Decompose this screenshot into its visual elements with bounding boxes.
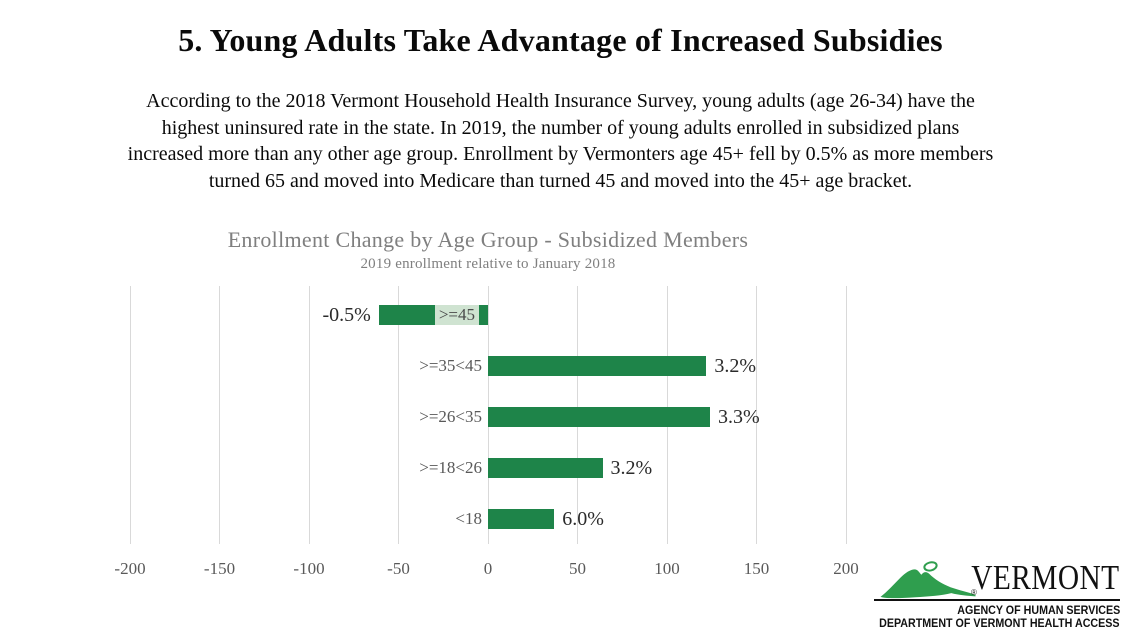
x-axis-tick-label: -150 (203, 559, 236, 578)
bar-18-26 (488, 458, 603, 478)
bar-value-label: 3.3% (717, 406, 760, 428)
gridline (845, 286, 847, 544)
x-axis-tick-label: 150 (743, 559, 770, 578)
bar-18 (488, 509, 555, 529)
bar-value-label: 3.2% (714, 355, 757, 377)
bar-category-label: >=18<26 (419, 458, 482, 477)
bar-category-label: <18 (455, 509, 482, 528)
intro-line: increased more than any other age group.… (127, 143, 994, 165)
bar-35-45 (488, 356, 707, 376)
intro-paragraph: According to the 2018 Vermont Household … (30, 88, 1091, 194)
registered-mark: ® (971, 588, 977, 597)
x-axis-tick-label: 0 (483, 559, 493, 578)
x-axis-tick-label: -100 (293, 559, 325, 578)
x-axis-tick-label: -200 (114, 559, 146, 578)
page-title: 5. Young Adults Take Advantage of Increa… (178, 22, 943, 58)
bar-value-label: 6.0% (562, 508, 604, 530)
bar-category-label: >=45 (434, 305, 479, 325)
brand-wordmark: VERMONT (971, 558, 1120, 597)
bar-category-label: >=26<35 (419, 407, 482, 426)
mountain-logo-icon (880, 561, 976, 599)
agency-line: AGENCY OF HUMAN SERVICES (956, 605, 1120, 617)
vermont-logo: ® VERMONT AGENCY OF HUMAN SERVICES DEPAR… (872, 554, 1120, 634)
logo-divider (874, 599, 1120, 601)
bar-value-label: -0.5% (322, 304, 371, 326)
x-axis-tick-label: 50 (569, 559, 586, 578)
mountain-shape (880, 569, 976, 599)
gridline (398, 286, 399, 544)
department-line: DEPARTMENT OF VERMONT HEALTH ACCESS (879, 618, 1120, 630)
gridline (219, 286, 220, 544)
chart-subtitle: 2019 enrollment relative to January 2018 (360, 256, 616, 272)
gridline (308, 286, 310, 544)
gridline (756, 286, 757, 544)
intro-line: According to the 2018 Vermont Household … (146, 90, 975, 112)
x-axis: -200 -150 -100 -50 0 50 100 150 200 (114, 559, 858, 581)
x-axis-tick-label: -50 (387, 559, 410, 578)
bar-value-label: 3.2% (610, 457, 653, 479)
intro-line: highest uninsured rate in the state. In … (161, 116, 960, 139)
chart-title: Enrollment Change by Age Group - Subsidi… (227, 227, 749, 252)
gridline (129, 286, 131, 544)
bar-chart-plot: -0.5% >=45 3.2% >=35<45 3.3% >=26<35 3.2% >=18<… (129, 286, 847, 544)
intro-line: turned 65 and moved into Medicare than t… (208, 169, 913, 192)
x-axis-tick-label: 200 (833, 559, 859, 578)
leaf-ring-shape (923, 561, 938, 572)
x-axis-tick-label: 100 (654, 559, 680, 578)
bar-category-label: >=35<45 (419, 356, 482, 375)
bar-26-35 (488, 407, 710, 427)
